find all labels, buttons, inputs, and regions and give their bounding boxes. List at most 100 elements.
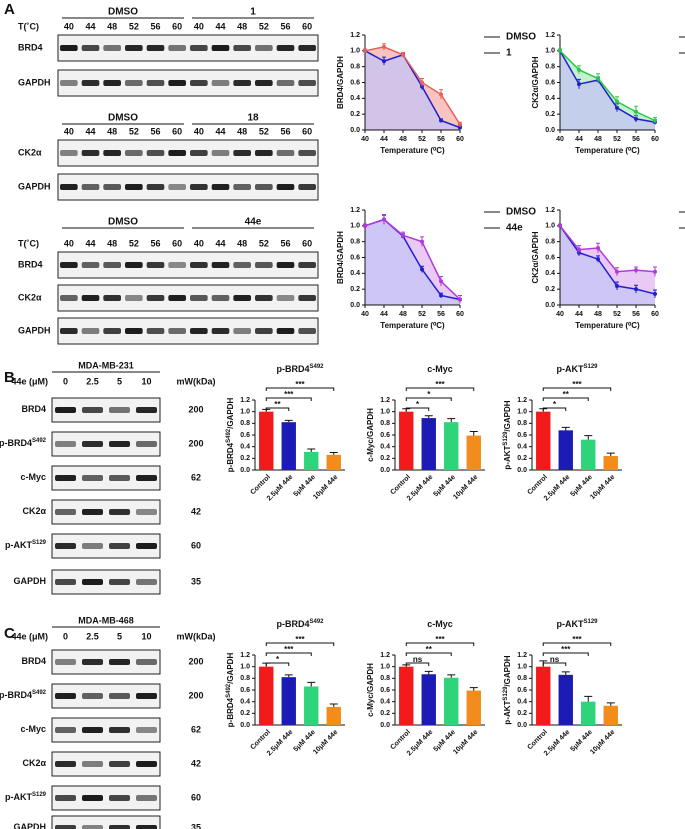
point [596,76,600,81]
band [211,45,230,51]
band [55,659,76,665]
band [298,184,316,190]
band [55,795,76,801]
title-main: p-AKT [556,619,583,629]
band [255,184,273,190]
y-tick-label: 1.0 [380,409,390,416]
band [211,295,230,301]
bar [259,666,274,725]
band [109,543,130,549]
temp: 52 [259,126,269,136]
y-label-part: p-BRD4 [226,442,235,472]
band [60,184,78,190]
y-axis-label: c-Myc/GAPDH [366,663,375,717]
point [382,59,386,64]
row-label: c-Myc [20,472,46,482]
y-axis-label: BRD4/GAPDH [336,56,345,109]
y-label-part: /GAPDH [226,653,235,684]
x-tick-label: 40 [556,311,564,318]
band [255,328,273,334]
band [55,825,76,829]
bar [603,456,618,470]
bar [581,701,596,725]
band [146,184,165,190]
point [634,287,638,292]
band [55,579,76,585]
x-tick-label: 48 [594,311,602,318]
line [559,50,656,122]
band [190,328,208,334]
row-label: GAPDH [18,77,51,87]
temp: 44 [215,21,225,31]
band [81,150,100,156]
temp: 60 [302,238,312,248]
panel-label: C [4,625,15,642]
x-tick-label: Control [389,474,412,497]
sig-bracket [265,387,335,391]
sig-bracket [542,387,612,391]
y-tick-label: 0.6 [240,687,250,694]
row-label: BRD4 [18,259,43,269]
row-label: GAPDH [18,181,51,191]
band [276,184,295,190]
row-name: p-BRD4 [0,438,32,448]
x-tick-label: 10μM 44e [452,474,479,501]
band [233,184,251,190]
y-tick-label: 0.8 [517,420,527,427]
y-tick-label: 0.6 [517,432,527,439]
x-tick-label: 44 [380,311,388,318]
y-tick-label: 0.0 [240,467,250,474]
y-tick-label: 0.6 [545,254,555,261]
y-tick-label: 0.0 [545,302,555,309]
temp: 40 [194,126,204,136]
x-axis-label: Temperature (⁰C) [575,146,640,155]
band [276,262,295,268]
x-tick-label: 10μM 44e [452,729,479,756]
panel-label: B [4,369,15,386]
band [168,80,186,86]
sig-bracket [405,397,452,401]
band [55,543,76,549]
y-label-part: c-Myc/GAPDH [366,663,375,717]
x-tick-label: 56 [632,136,640,143]
row-sup: S129 [32,792,47,798]
title-main: p-AKT [556,364,583,374]
row-label: BRD4 [18,42,43,52]
row-name: GAPDH [13,822,46,829]
bar [326,706,341,725]
y-tick-label: 0.8 [545,239,555,246]
y-tick-label: 0.6 [380,432,390,439]
dose: 0 [63,376,68,386]
band [255,80,273,86]
point [401,233,405,238]
band [103,262,121,268]
sig-bracket [265,407,290,411]
row-name: GAPDH [13,576,46,586]
y-tick-label: 0.2 [350,111,360,118]
point [615,105,619,110]
bar [399,411,414,470]
sig-bracket [265,652,312,656]
mw-label: mW(kDa) [176,376,215,386]
x-tick-label: 10μM 44e [589,474,616,501]
panel-label: A [4,1,15,18]
band [82,579,103,585]
band [103,80,121,86]
band [81,45,100,51]
group-label: 1 [250,7,256,18]
line [364,46,461,125]
sig-bracket [542,662,567,666]
band [82,761,103,767]
sig-label: *** [295,380,305,389]
band [298,80,316,86]
point [458,125,462,130]
band [55,509,76,515]
title-main: c-Myc [427,619,453,629]
point [439,293,443,298]
band [211,262,230,268]
y-tick-label: 0.2 [545,111,555,118]
error-bar [329,452,338,455]
sig-bracket [265,662,290,666]
band [82,795,103,801]
band [255,150,273,156]
